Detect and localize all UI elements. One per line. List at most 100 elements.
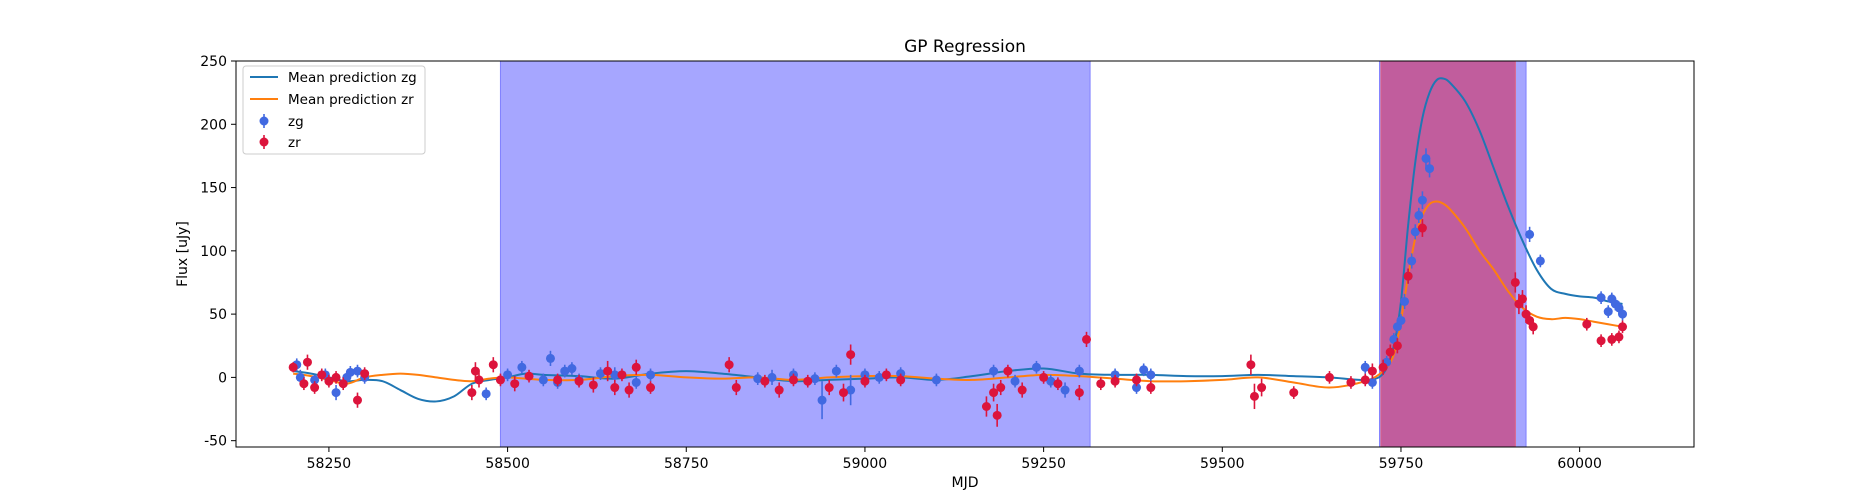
data-point-zr-67 xyxy=(1517,290,1527,308)
data-point-zr-52 xyxy=(1246,354,1256,375)
data-point-zg-35 xyxy=(1031,360,1041,374)
point-marker xyxy=(574,376,584,386)
legend-label-zg: zg xyxy=(288,114,304,130)
point-marker xyxy=(846,385,856,395)
point-marker xyxy=(817,395,827,405)
point-marker xyxy=(1421,153,1431,163)
point-marker xyxy=(481,389,491,399)
point-marker xyxy=(1246,360,1256,370)
data-point-zr-33 xyxy=(839,383,848,402)
y-axis-label: Flux [uJy] xyxy=(175,221,191,287)
point-marker xyxy=(1410,227,1420,237)
point-marker xyxy=(1417,195,1427,205)
point-marker xyxy=(767,372,777,382)
data-point-zr-40 xyxy=(992,403,1002,427)
data-point-zr-72 xyxy=(1596,334,1606,348)
data-point-zg-51 xyxy=(1407,253,1417,269)
shaded-region-2 xyxy=(1380,60,1516,448)
point-marker xyxy=(1385,347,1395,357)
point-marker xyxy=(1074,388,1084,398)
data-point-zg-36 xyxy=(1046,374,1056,388)
x-axis-label: MJD xyxy=(952,475,979,491)
point-marker xyxy=(302,357,312,367)
point-marker xyxy=(1596,336,1606,346)
point-marker xyxy=(1010,376,1020,386)
data-point-zg-42 xyxy=(1146,368,1156,382)
point-marker xyxy=(331,388,341,398)
data-point-zg-21 xyxy=(646,368,656,382)
data-point-zg-59 xyxy=(1596,291,1606,304)
data-point-zg-54 xyxy=(1417,191,1427,210)
point-marker xyxy=(467,388,477,398)
point-marker xyxy=(1110,376,1120,386)
point-marker xyxy=(1146,370,1156,380)
data-point-zg-30 xyxy=(874,371,884,384)
x-tick-label: 59250 xyxy=(1021,456,1066,472)
point-marker xyxy=(1596,293,1606,303)
point-marker xyxy=(1017,385,1027,395)
point-marker xyxy=(317,370,327,380)
x-tick-label: 58750 xyxy=(664,456,709,472)
point-marker xyxy=(1400,296,1410,306)
point-marker xyxy=(989,366,999,376)
data-point-zr-60 xyxy=(1378,359,1388,375)
data-point-zr-2 xyxy=(302,354,312,370)
data-point-zr-42 xyxy=(1003,364,1013,378)
data-point-zg-27 xyxy=(831,364,841,378)
point-marker xyxy=(896,375,906,385)
point-marker xyxy=(1367,377,1377,387)
point-marker xyxy=(1146,383,1156,393)
data-point-zr-39 xyxy=(989,383,999,402)
point-marker xyxy=(1528,322,1538,332)
point-marker xyxy=(1360,362,1370,372)
data-point-zr-70 xyxy=(1528,319,1538,335)
data-point-zr-37 xyxy=(896,373,906,387)
point-marker xyxy=(610,383,620,393)
data-point-zr-32 xyxy=(824,379,834,396)
point-marker xyxy=(860,376,870,386)
point-marker xyxy=(1535,256,1545,266)
y-axis-ticks: -50 0 50 100 150 200 250 xyxy=(200,54,236,450)
data-point-zr-16 xyxy=(524,369,534,383)
point-marker xyxy=(560,366,570,376)
data-point-zr-48 xyxy=(1096,377,1106,391)
data-point-zg-20 xyxy=(631,376,641,389)
data-point-zr-41 xyxy=(996,379,1006,396)
data-point-zr-56 xyxy=(1325,371,1334,384)
data-point-zr-20 xyxy=(603,360,613,382)
point-marker xyxy=(992,410,1002,420)
data-point-zr-71 xyxy=(1582,317,1592,331)
point-marker xyxy=(1392,341,1402,351)
point-marker xyxy=(1607,334,1617,344)
data-point-zr-17 xyxy=(553,373,563,387)
data-point-zr-38 xyxy=(981,396,991,417)
point-marker xyxy=(1525,229,1535,239)
data-point-zg-32 xyxy=(931,373,941,387)
x-tick-label: 59500 xyxy=(1200,456,1245,472)
point-marker xyxy=(1618,322,1628,332)
point-marker xyxy=(631,377,641,387)
data-point-zr-25 xyxy=(646,381,656,394)
data-point-zr-28 xyxy=(760,374,770,388)
data-point-zr-44 xyxy=(1039,371,1049,384)
point-marker xyxy=(1378,362,1388,372)
point-marker xyxy=(1139,365,1149,375)
data-point-zr-34 xyxy=(846,344,856,365)
data-point-zr-53 xyxy=(1249,383,1259,410)
point-marker xyxy=(488,360,498,370)
data-point-zg-6 xyxy=(345,366,355,379)
legend-label-zr: zr xyxy=(288,135,301,151)
data-point-zr-24 xyxy=(631,359,641,375)
data-point-zr-36 xyxy=(881,368,891,382)
data-point-zg-7 xyxy=(353,364,362,378)
x-axis-ticks: 58250 58500 58750 59000 59250 59500 59750 60000 xyxy=(307,447,1602,472)
point-marker xyxy=(310,375,320,385)
point-marker xyxy=(1603,307,1613,317)
point-marker xyxy=(470,366,480,376)
data-point-zr-46 xyxy=(1074,384,1084,401)
data-point-zr-13 xyxy=(488,357,498,373)
point-marker xyxy=(1060,385,1070,395)
point-marker xyxy=(353,395,362,405)
point-marker xyxy=(1417,223,1427,233)
